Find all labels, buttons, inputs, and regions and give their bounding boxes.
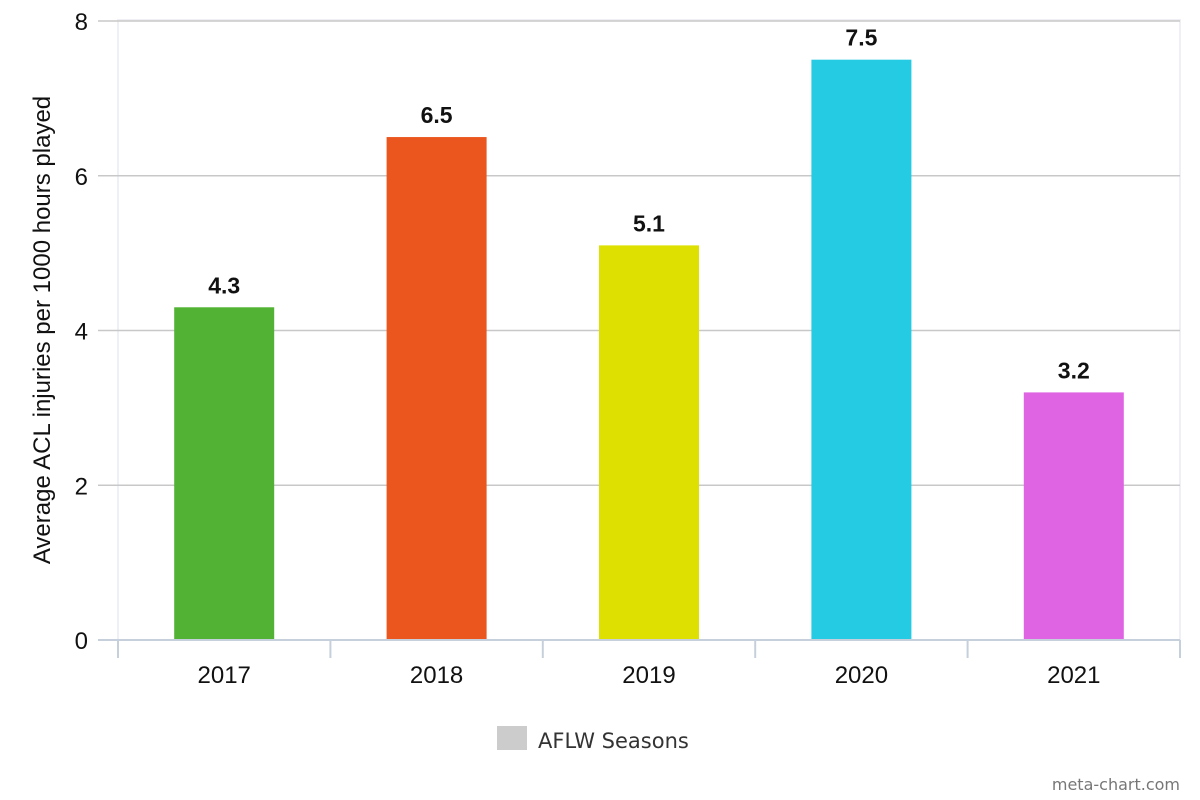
y-tick-label: 4 bbox=[75, 319, 88, 346]
y-axis-label: Average ACL injuries per 1000 hours play… bbox=[29, 96, 56, 564]
data-label: 5.1 bbox=[633, 210, 665, 236]
data-label: 3.2 bbox=[1058, 357, 1090, 383]
bar-2017 bbox=[174, 307, 275, 640]
legend-label[interactable]: AFLW Seasons bbox=[538, 729, 689, 753]
y-tick-label: 6 bbox=[75, 164, 88, 191]
y-tick-label: 2 bbox=[75, 473, 88, 500]
x-tick-label: 2020 bbox=[835, 662, 888, 689]
bar-2019 bbox=[599, 245, 699, 640]
x-tick-label: 2019 bbox=[622, 662, 675, 689]
bar-2018 bbox=[386, 137, 487, 640]
axes: 0 2 4 6 8 2017 2018 2019 2020 2021 bbox=[75, 9, 1181, 689]
legend-swatch[interactable] bbox=[497, 726, 527, 750]
credit-text: meta-chart.com bbox=[1052, 775, 1180, 794]
y-tick-label: 8 bbox=[75, 9, 88, 36]
bar-2020 bbox=[811, 59, 912, 640]
bars bbox=[174, 59, 1124, 640]
data-label: 6.5 bbox=[421, 102, 453, 128]
x-tick-label: 2018 bbox=[410, 662, 463, 689]
data-label: 4.3 bbox=[208, 272, 240, 298]
x-tick-label: 2021 bbox=[1047, 662, 1100, 689]
y-tick-label: 0 bbox=[75, 628, 88, 655]
data-labels: 4.3 6.5 5.1 7.5 3.2 bbox=[208, 25, 1090, 384]
bar-2021 bbox=[1023, 392, 1124, 640]
data-label: 7.5 bbox=[845, 25, 877, 51]
x-tick-label: 2017 bbox=[198, 662, 251, 689]
